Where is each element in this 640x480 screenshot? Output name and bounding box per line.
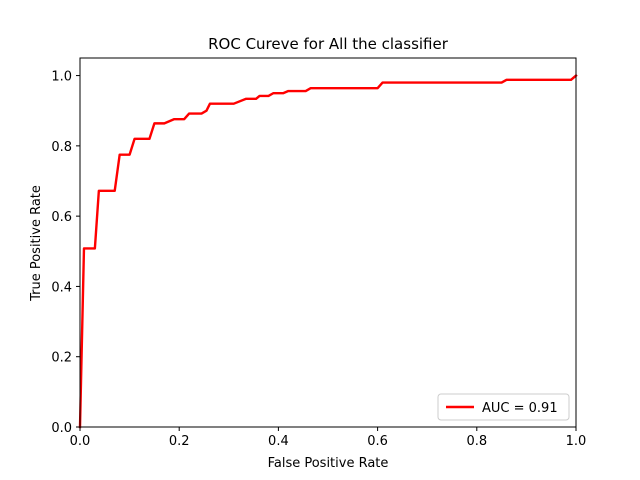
y-tick-label: 0.0 — [51, 421, 72, 436]
legend: AUC = 0.91 — [437, 393, 570, 421]
series-line-0 — [78, 73, 578, 429]
y-tick-label: 0.2 — [51, 351, 72, 366]
x-axis-label: False Positive Rate — [268, 456, 389, 471]
y-tick-label: 0.4 — [51, 280, 72, 295]
x-tick-label: 0.2 — [169, 434, 190, 449]
legend-label: AUC = 0.91 — [482, 401, 558, 416]
chart-title: ROC Cureve for All the classifier — [208, 35, 449, 53]
y-tick-label: 1.0 — [51, 70, 72, 85]
y-tick-label: 0.8 — [51, 140, 72, 155]
x-tick-label: 0.0 — [70, 434, 91, 449]
y-tick-label: 0.6 — [51, 210, 72, 225]
legend-box — [437, 393, 570, 421]
x-tick-label: 0.6 — [367, 434, 388, 449]
x-tick-label: 1.0 — [566, 434, 587, 449]
x-tick-label: 0.4 — [268, 434, 289, 449]
y-axis-label: True Positive Rate — [29, 185, 44, 302]
plot-area: 0.0 0.2 0.4 0.6 0.8 1.0 0.0 0.2 0.4 0.6 0.8 1.0 — [51, 57, 587, 449]
x-tick-label: 0.8 — [466, 434, 487, 449]
axes-frame — [79, 57, 577, 428]
